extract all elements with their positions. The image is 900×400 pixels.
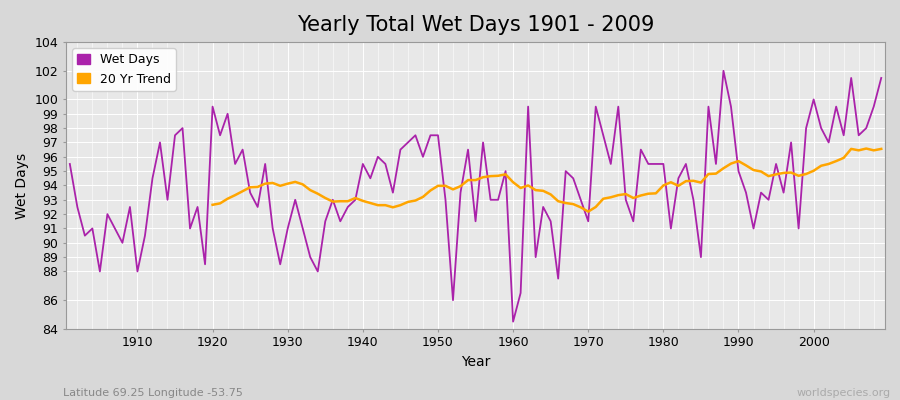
- Wet Days: [500, 169, 511, 174]
- Line: 20 Yr Trend: 20 Yr Trend: [212, 148, 881, 212]
- 20 Yr Trend: [860, 146, 871, 151]
- Wet Days: [876, 76, 886, 80]
- Wet Days: [515, 290, 526, 295]
- Legend: Wet Days, 20 Yr Trend: Wet Days, 20 Yr Trend: [72, 48, 176, 91]
- Text: worldspecies.org: worldspecies.org: [796, 388, 891, 398]
- Wet Days: [65, 162, 76, 166]
- 20 Yr Trend: [876, 146, 886, 151]
- Wet Days: [508, 319, 518, 324]
- Wet Days: [606, 162, 616, 166]
- 20 Yr Trend: [297, 182, 308, 187]
- 20 Yr Trend: [410, 198, 421, 203]
- 20 Yr Trend: [853, 148, 864, 153]
- 20 Yr Trend: [680, 179, 691, 184]
- Title: Yearly Total Wet Days 1901 - 2009: Yearly Total Wet Days 1901 - 2009: [297, 15, 654, 35]
- Wet Days: [718, 68, 729, 73]
- 20 Yr Trend: [207, 202, 218, 207]
- X-axis label: Year: Year: [461, 355, 491, 369]
- Wet Days: [335, 219, 346, 224]
- Text: Latitude 69.25 Longitude -53.75: Latitude 69.25 Longitude -53.75: [63, 388, 243, 398]
- 20 Yr Trend: [770, 172, 781, 177]
- Line: Wet Days: Wet Days: [70, 71, 881, 322]
- 20 Yr Trend: [583, 209, 594, 214]
- Y-axis label: Wet Days: Wet Days: [15, 152, 29, 218]
- Wet Days: [290, 197, 301, 202]
- 20 Yr Trend: [786, 170, 796, 175]
- Wet Days: [124, 204, 135, 209]
